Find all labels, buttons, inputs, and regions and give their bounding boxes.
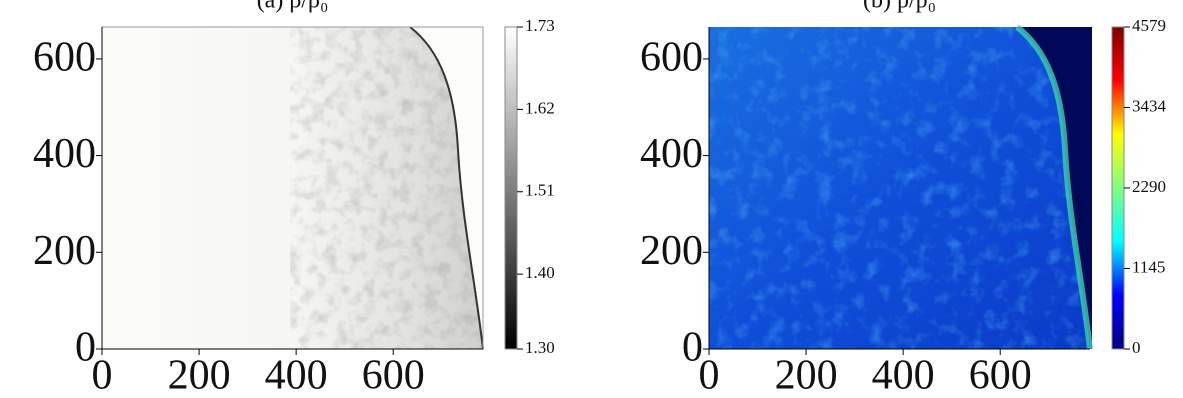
x-tick-label: 0 [699,353,720,398]
colorbar-label: 1.40 [525,263,555,282]
y-tick-label: 400 [33,131,96,177]
colorbar [1111,26,1125,350]
field-b [709,24,1093,350]
colorbar-label: 1145 [1132,257,1165,276]
colorbar-label: 1.62 [525,98,555,117]
y-tick-label: 0 [75,325,96,371]
x-tick-label: 400 [872,353,935,398]
colorbar-label: 1.30 [525,338,555,357]
x-tick-label: 400 [265,353,328,398]
x-tick-label: 200 [168,353,231,398]
colorbar-label: 0 [1132,338,1141,357]
x-tick-label: 200 [775,353,838,398]
y-tick-label: 200 [640,228,703,274]
colorbar-label: 2290 [1132,177,1166,196]
x-tick-label: 600 [969,353,1032,398]
chart-title: (a) ρ/ρ₀ [257,0,329,14]
colorbar-label: 1.73 [525,16,555,35]
x-tick-label: 600 [362,353,425,398]
colorbar-label: 1.51 [525,181,555,200]
colorbar-label: 3434 [1132,96,1167,115]
y-tick-label: 200 [33,228,96,274]
field-a [101,26,484,350]
colorbar [504,26,518,350]
x-tick-label: 0 [92,353,113,398]
chart-title: (b) p/p₀ [863,0,936,14]
y-tick-label: 600 [640,35,703,81]
y-tick-label: 600 [33,35,96,81]
y-tick-label: 0 [682,325,703,371]
y-tick-label: 400 [640,131,703,177]
colorbar-label: 4579 [1132,16,1166,35]
